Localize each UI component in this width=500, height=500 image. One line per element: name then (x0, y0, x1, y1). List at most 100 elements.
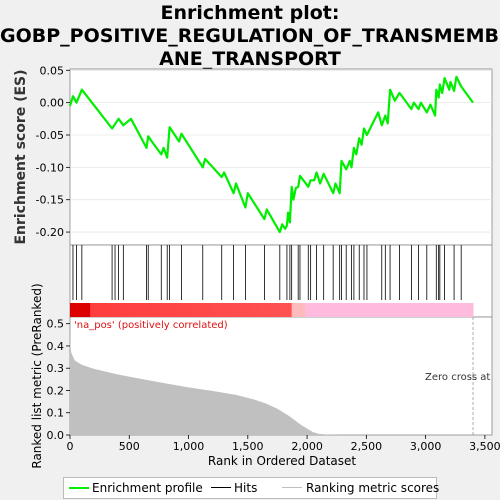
color-bar-segment (372, 303, 380, 317)
color-bar-segment (432, 303, 440, 317)
enrichment-profile-line (68, 75, 474, 234)
color-bar-segment (405, 303, 414, 317)
color-bar-segment (251, 303, 259, 317)
x-axis-label: Rank in Ordered Dataset (208, 454, 356, 468)
color-bar-segment (325, 303, 333, 317)
legend-swatch-profile (69, 487, 89, 489)
color-bar-segment (103, 303, 111, 317)
es-ytick-label: 0.05 (40, 64, 65, 77)
color-bar-segment (217, 303, 225, 317)
color-bar-segment (231, 303, 239, 317)
color-bar-segment (164, 303, 172, 317)
color-bar-segment (358, 303, 367, 317)
color-bar-segment (197, 303, 205, 317)
color-bar-segment (385, 303, 393, 317)
metric-axis-label: Ranked list metric (PreRanked) (30, 283, 44, 468)
positive-correlation-label: 'na_pos' (positively correlated) (74, 320, 228, 331)
color-bar-segment (204, 303, 212, 317)
legend-swatch-hits (211, 487, 231, 488)
metric-ytick-label: 0.0 (47, 429, 65, 442)
color-bar-segment (271, 303, 279, 317)
color-bar-segment (338, 303, 346, 317)
title-line-1: Enrichment plot: (160, 2, 340, 24)
color-bar-segment (452, 303, 461, 317)
color-bar-segment (96, 303, 105, 317)
color-bar-segment (352, 303, 360, 317)
color-bar-segment (76, 303, 84, 317)
x-tick-label: 1,500 (232, 440, 264, 453)
chart-title: Enrichment plot: GOBP_POSITIVE_REGULATIO… (0, 2, 500, 71)
color-bar-segment (446, 303, 454, 317)
metric-ytick-label: 0.2 (47, 384, 65, 397)
color-bar-segment (426, 303, 434, 317)
x-tick-label: 3,000 (410, 440, 442, 453)
metric-ytick-label: 0.5 (47, 318, 65, 331)
title-line-3: ANE_TRANSPORT (159, 48, 341, 70)
color-bar-segment (177, 303, 185, 317)
color-bar-segment (244, 303, 252, 317)
color-bar-segment (70, 303, 78, 317)
ranking-metric-area (70, 341, 474, 435)
x-tick-label: 0 (67, 440, 74, 453)
legend: Enrichment profile Hits Ranking metric s… (63, 477, 440, 499)
color-bar-segment (365, 303, 373, 317)
color-bar-segment (378, 303, 387, 317)
color-bar-segment (419, 303, 427, 317)
color-bar-segment (331, 303, 340, 317)
zero-cross-label: Zero cross at (425, 372, 490, 383)
color-bar-segment (123, 303, 131, 317)
color-bar-segment (190, 303, 199, 317)
color-bar-segment (137, 303, 145, 317)
color-bar-segment (392, 303, 400, 317)
x-tick-label: 2,500 (351, 440, 383, 453)
color-bar-segment (278, 303, 286, 317)
color-bar-segment (211, 303, 219, 317)
color-bar-segment (224, 303, 232, 317)
color-bar-segment (264, 303, 273, 317)
es-ytick-label: -0.15 (36, 194, 64, 207)
color-bar-segment (143, 303, 152, 317)
metric-ytick-label: 0.1 (47, 407, 65, 420)
es-ytick-label: 0.00 (40, 97, 65, 110)
es-ytick-label: -0.10 (36, 161, 64, 174)
es-axis-label: Enrichment score (ES) (13, 69, 29, 244)
metric-ytick-label: 0.4 (47, 340, 65, 353)
color-bar-segment (130, 303, 138, 317)
es-ytick-label: -0.05 (36, 129, 64, 142)
x-tick-label: 3,500 (469, 440, 500, 453)
color-bar-segment (237, 303, 246, 317)
color-bar-segment (90, 303, 98, 317)
color-bar-segment (318, 303, 326, 317)
legend-swatch-metric (282, 487, 302, 488)
x-tick-label: 1,000 (173, 440, 205, 453)
color-bar-segment (110, 303, 118, 317)
color-bar-segment (157, 303, 165, 317)
x-tick-label: 2,000 (291, 440, 323, 453)
color-bar-segment (399, 303, 407, 317)
x-tick-label: 500 (119, 440, 140, 453)
es-ytick-label: -0.20 (36, 226, 64, 239)
color-bar-segment (170, 303, 178, 317)
legend-label-profile: Enrichment profile (92, 481, 203, 495)
color-bar-segment (311, 303, 320, 317)
color-bar-segment (466, 303, 474, 317)
color-bar-segment (258, 303, 266, 317)
color-bar-segment (150, 303, 158, 317)
color-bar-segment (345, 303, 353, 317)
title-line-2: GOBP_POSITIVE_REGULATION_OF_TRANSMEMBR (0, 25, 500, 47)
color-bar-segment (459, 303, 467, 317)
legend-label-hits: Hits (234, 481, 258, 495)
color-bar-segment (439, 303, 447, 317)
color-bar-segment (83, 303, 91, 317)
legend-label-metric: Ranking metric scores (306, 481, 440, 495)
es-panel (69, 68, 493, 246)
color-bar-segment (117, 303, 125, 317)
color-bar-segment (412, 303, 420, 317)
color-bar-segment (284, 303, 293, 317)
color-bar-segment (184, 303, 192, 317)
color-bar-segment (305, 303, 313, 317)
metric-ytick-label: 0.3 (47, 362, 65, 375)
color-bar-segment (291, 303, 299, 317)
color-bar-segment (298, 303, 306, 317)
